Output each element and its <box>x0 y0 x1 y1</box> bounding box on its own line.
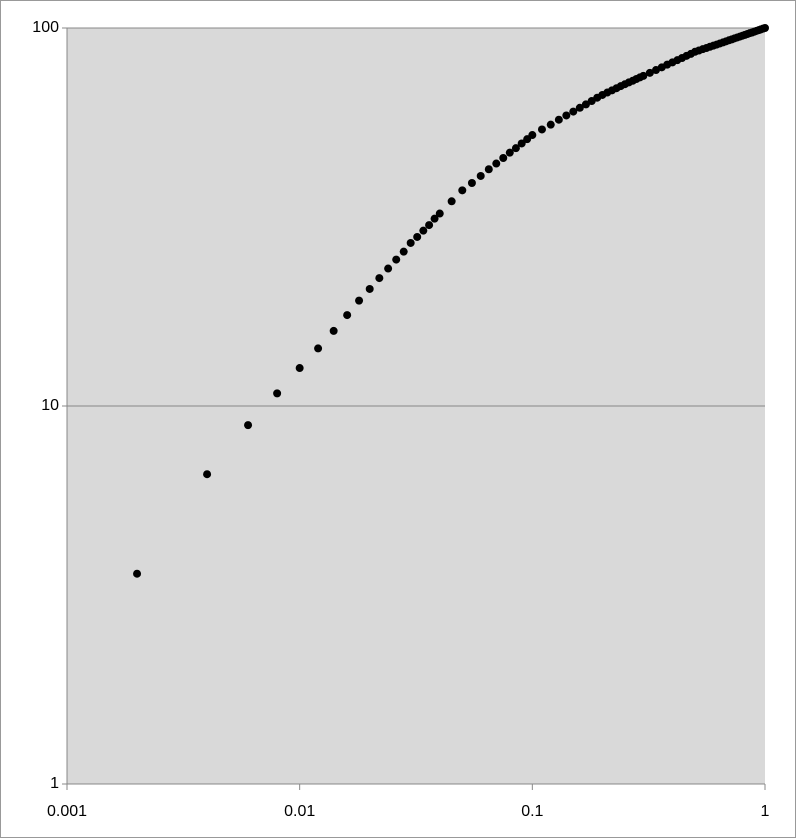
point <box>492 159 501 168</box>
point <box>505 148 514 157</box>
point <box>447 197 456 206</box>
point <box>329 326 338 335</box>
point <box>484 165 493 174</box>
point <box>203 470 212 479</box>
x-tick-label: 0.001 <box>47 803 87 820</box>
y-tick-label: 10 <box>41 397 59 414</box>
point <box>581 100 590 109</box>
point <box>528 131 537 140</box>
point <box>425 221 434 230</box>
x-tick-label: 1 <box>761 803 770 820</box>
point <box>435 209 444 218</box>
y-tick-label: 100 <box>32 19 59 36</box>
point <box>458 186 467 195</box>
point <box>467 178 476 187</box>
point <box>413 232 422 241</box>
point <box>314 344 323 353</box>
point <box>476 171 485 180</box>
point <box>244 421 253 430</box>
point <box>133 569 142 578</box>
point <box>639 71 648 80</box>
point <box>384 264 393 273</box>
point <box>546 120 555 129</box>
point <box>375 274 384 283</box>
point <box>343 311 352 320</box>
point <box>569 107 578 116</box>
point <box>365 284 374 293</box>
point <box>499 153 508 162</box>
point <box>761 24 769 32</box>
point <box>430 214 439 223</box>
point <box>554 115 563 124</box>
point <box>355 296 364 305</box>
point <box>399 247 408 256</box>
point <box>562 111 571 120</box>
point <box>645 68 654 77</box>
point <box>575 103 584 112</box>
point <box>511 144 520 153</box>
point <box>537 125 546 134</box>
point <box>419 226 428 235</box>
x-tick-label: 0.1 <box>521 803 543 820</box>
point <box>295 364 304 373</box>
point <box>273 389 282 398</box>
y-tick-label: 1 <box>50 775 59 792</box>
point <box>406 238 415 247</box>
point <box>517 139 526 148</box>
x-tick-label: 0.01 <box>284 803 315 820</box>
point <box>392 255 401 264</box>
